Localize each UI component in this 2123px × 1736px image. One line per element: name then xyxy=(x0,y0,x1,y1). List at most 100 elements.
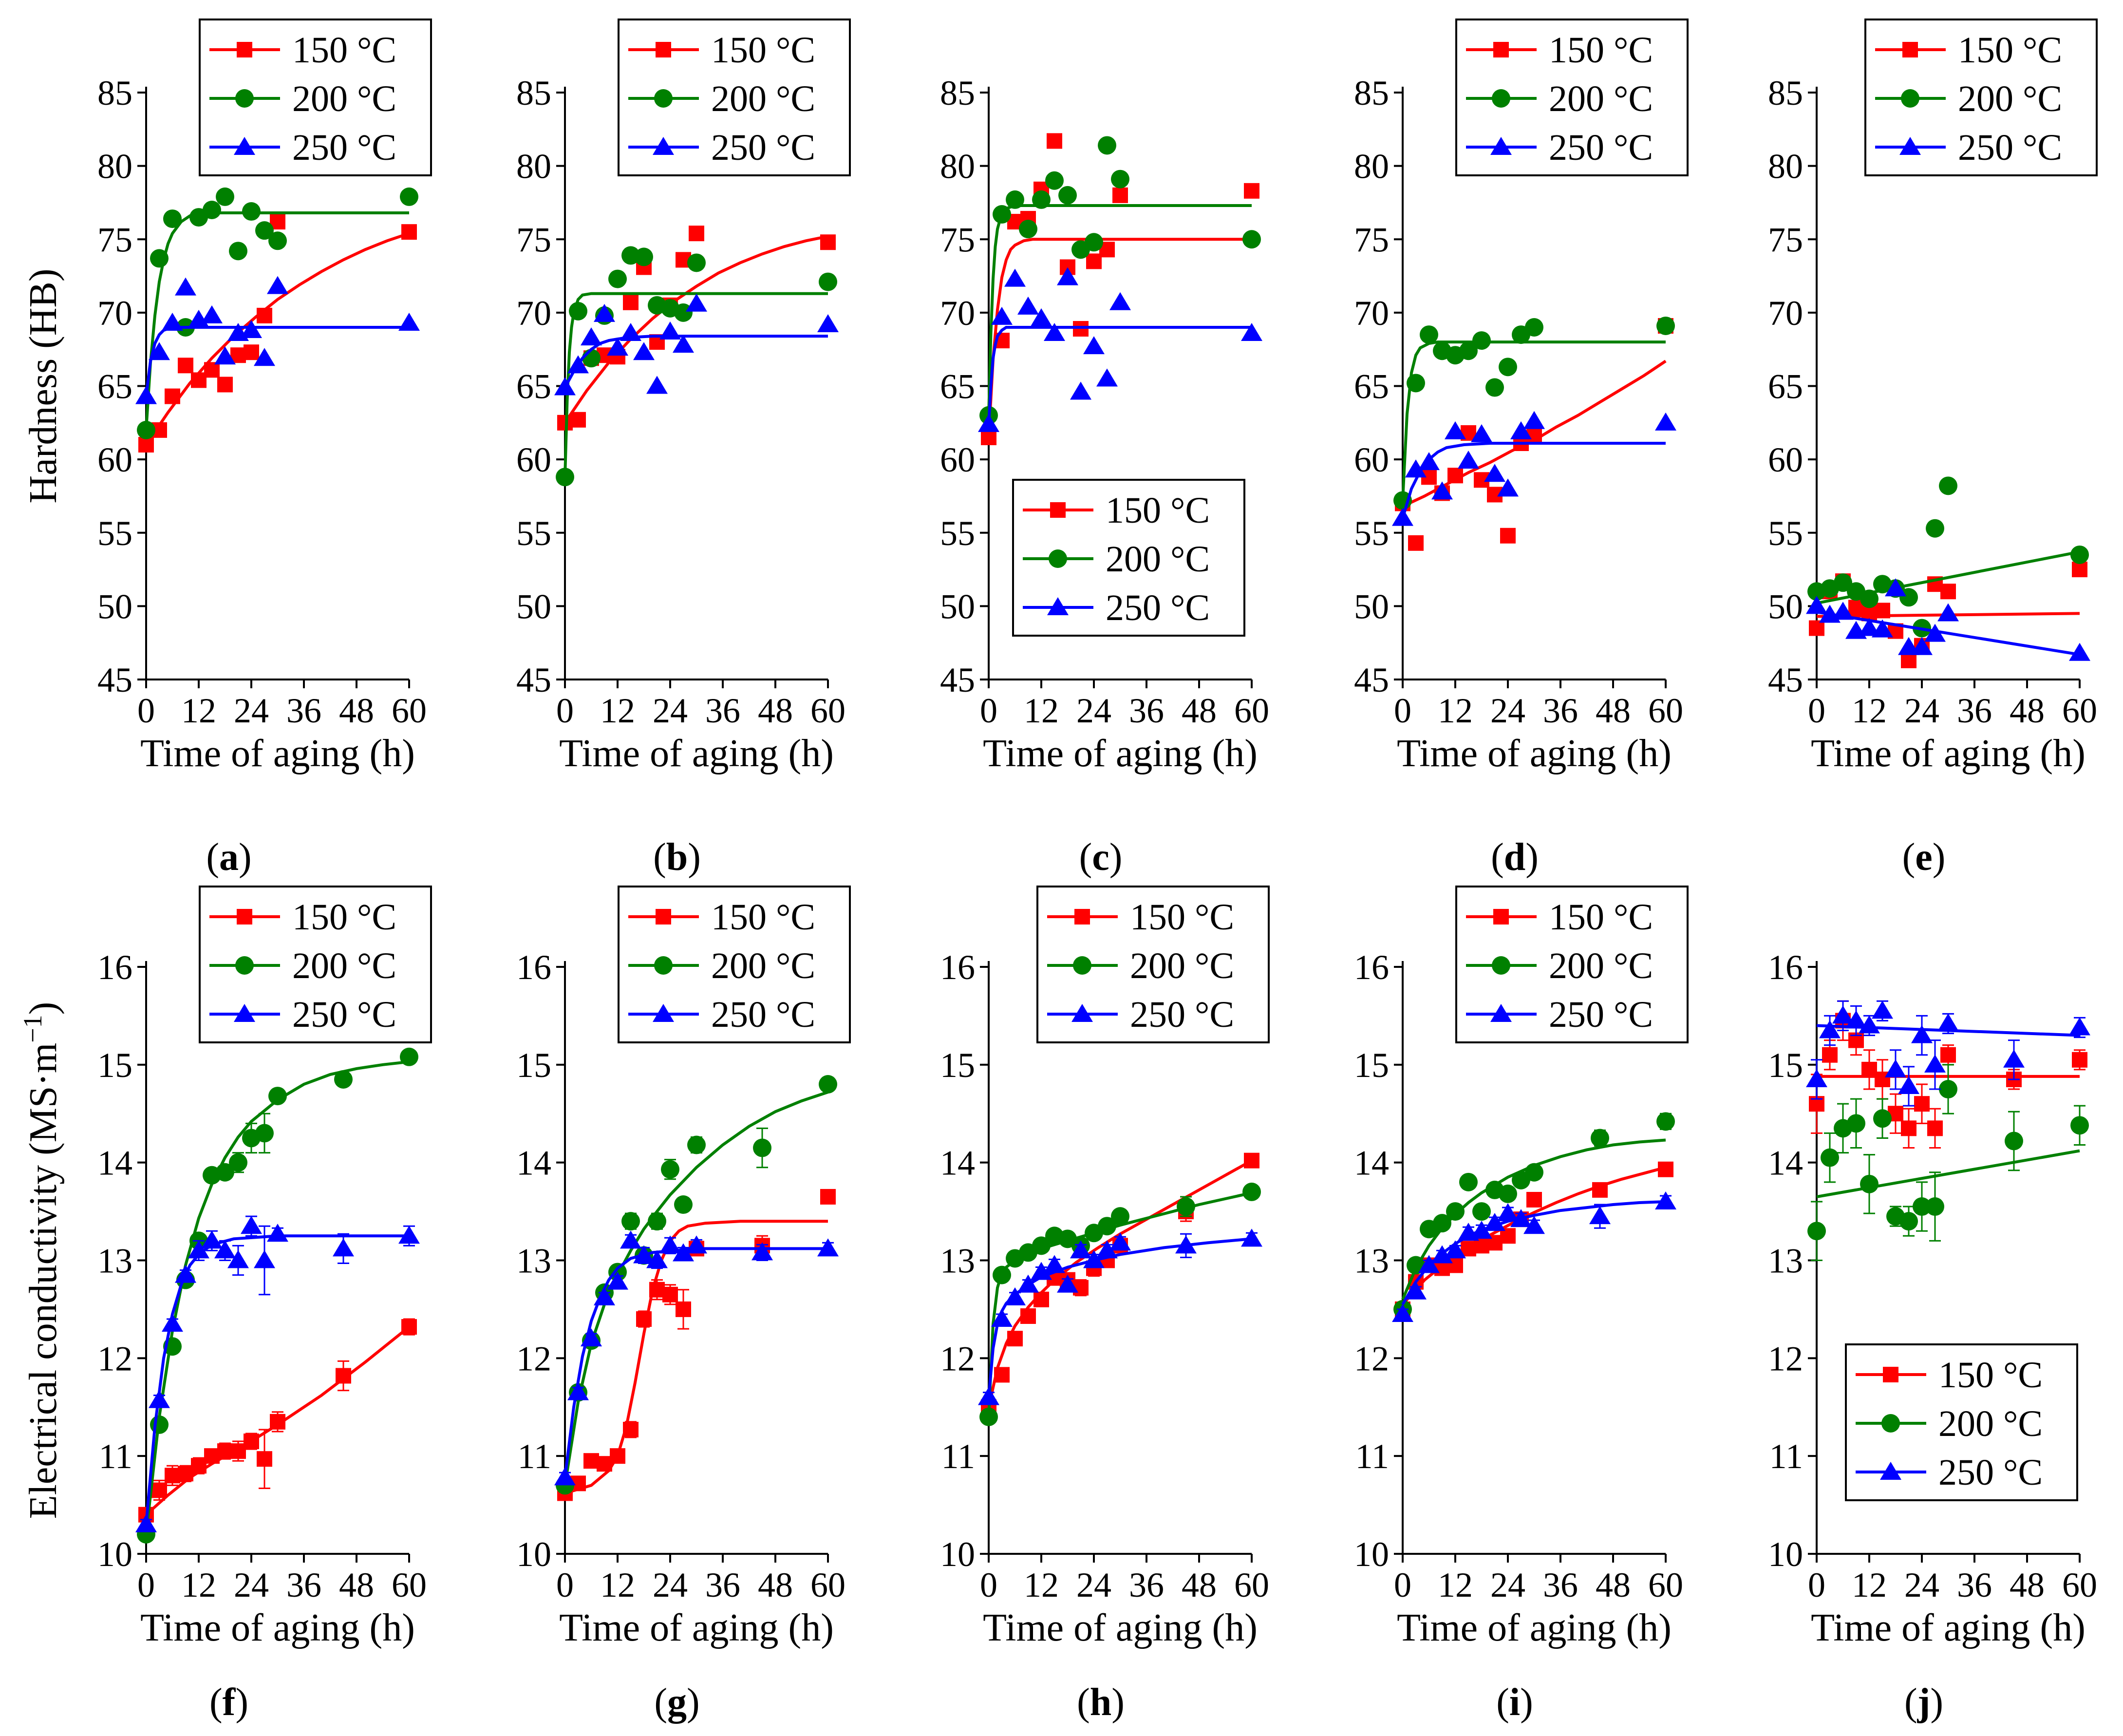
data-point xyxy=(979,1407,998,1426)
y-tick-label: 16 xyxy=(1354,948,1389,987)
legend-label: 250 °C xyxy=(711,994,815,1035)
y-tick-label: 16 xyxy=(97,948,132,987)
series-250 xyxy=(1392,1191,1676,1322)
x-tick-label: 0 xyxy=(1808,1566,1825,1604)
caption-letter: f xyxy=(222,1681,236,1724)
legend-marker xyxy=(1490,1004,1512,1022)
legend-label: 150 °C xyxy=(1106,490,1210,531)
data-point xyxy=(673,1243,694,1262)
y-tick-label: 60 xyxy=(97,440,132,479)
legend-label: 250 °C xyxy=(292,994,396,1035)
data-point xyxy=(214,1240,236,1259)
y-tick-label: 16 xyxy=(940,948,975,987)
x-tick-label: 60 xyxy=(392,1566,427,1604)
data-point xyxy=(1885,578,1906,597)
data-point xyxy=(1819,1020,1841,1038)
data-point xyxy=(1407,374,1425,393)
data-point xyxy=(1241,323,1262,341)
legend-label: 250 °C xyxy=(1938,1452,2043,1493)
series-200 xyxy=(1393,1112,1675,1319)
data-point xyxy=(1589,1206,1611,1225)
x-tick-label: 12 xyxy=(1438,1566,1473,1604)
data-point xyxy=(1655,1191,1676,1209)
data-point xyxy=(819,1075,837,1094)
legend-marker xyxy=(656,42,671,57)
data-point xyxy=(1031,308,1052,326)
data-point xyxy=(554,1467,576,1486)
x-tick-label: 60 xyxy=(1234,1566,1269,1604)
data-point xyxy=(1809,620,1824,636)
data-point xyxy=(398,312,420,331)
y-tick-label: 55 xyxy=(1768,514,1803,553)
data-point xyxy=(150,249,169,268)
data-point xyxy=(1937,603,1959,622)
data-point xyxy=(1901,652,1916,668)
y-tick-label: 10 xyxy=(1354,1535,1389,1574)
caption-f: (f) xyxy=(209,1681,248,1724)
y-tick-label: 75 xyxy=(516,220,551,259)
legend-marker xyxy=(1492,89,1510,108)
data-point xyxy=(567,1382,589,1400)
legend-label: 200 °C xyxy=(1549,78,1653,119)
data-point xyxy=(1901,1120,1916,1136)
data-point xyxy=(400,187,418,206)
series-200 xyxy=(137,187,418,439)
x-tick-label: 36 xyxy=(1129,1566,1164,1604)
data-point xyxy=(1911,1025,1933,1043)
data-point xyxy=(201,1230,223,1249)
x-tick-label: 0 xyxy=(980,1566,997,1604)
data-point xyxy=(1007,1331,1023,1347)
fit-line xyxy=(987,1191,1252,1417)
y-tick-label: 65 xyxy=(940,367,975,406)
data-point xyxy=(1861,1061,1877,1077)
x-tick-label: 48 xyxy=(758,691,793,730)
data-point xyxy=(1112,187,1128,203)
y-tick-label: 45 xyxy=(1768,660,1803,699)
x-tick-label: 48 xyxy=(1596,1566,1631,1604)
y-tick-label: 45 xyxy=(97,660,132,699)
y-tick-label: 11 xyxy=(941,1437,975,1476)
data-point xyxy=(1058,186,1077,205)
legend-label: 150 °C xyxy=(292,30,396,71)
y-tick-label: 13 xyxy=(97,1242,132,1281)
data-point xyxy=(978,1387,999,1405)
data-point xyxy=(1109,1232,1131,1251)
legend: 150 °C 200 °C 250 °C xyxy=(1455,19,1689,176)
data-point xyxy=(1392,508,1413,526)
data-point xyxy=(1500,528,1516,544)
x-axis-title: Time of aging (h) xyxy=(1811,732,2085,775)
y-tick-label: 45 xyxy=(516,660,551,699)
legend: 150 °C 200 °C 250 °C xyxy=(1864,19,2098,176)
data-point xyxy=(244,344,259,360)
legend-label: 200 °C xyxy=(711,945,815,986)
y-tick-label: 70 xyxy=(97,294,132,333)
x-tick-label: 12 xyxy=(600,1566,635,1604)
data-point xyxy=(1047,133,1062,149)
data-point xyxy=(993,1265,1011,1284)
data-point xyxy=(978,414,999,432)
data-point xyxy=(1177,1197,1195,1216)
y-tick-label: 13 xyxy=(1354,1242,1389,1281)
data-point xyxy=(659,321,681,340)
data-point xyxy=(1073,321,1089,337)
data-point xyxy=(1924,623,1946,642)
data-point xyxy=(267,276,288,294)
data-point xyxy=(1939,476,1957,495)
x-tick-label: 36 xyxy=(1129,691,1164,730)
data-point xyxy=(149,1390,170,1408)
data-point xyxy=(1459,1172,1478,1191)
data-point xyxy=(203,201,221,219)
y-tick-label: 70 xyxy=(1768,294,1803,333)
y-tick-label: 50 xyxy=(940,587,975,626)
data-point xyxy=(1471,1221,1492,1239)
legend: 150 °C 200 °C 250 °C xyxy=(1012,479,1245,637)
data-point xyxy=(673,335,694,353)
data-point xyxy=(1806,596,1827,614)
x-tick-label: 60 xyxy=(2062,1566,2097,1604)
data-point xyxy=(620,323,641,341)
legend-label: 250 °C xyxy=(292,127,396,168)
